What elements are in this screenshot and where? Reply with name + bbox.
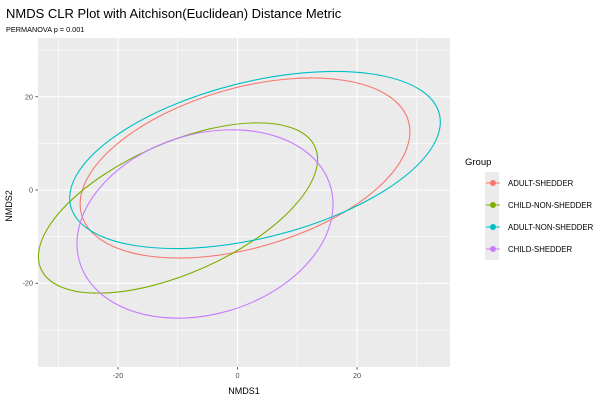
svg-text:0: 0 [235, 371, 239, 380]
svg-text:-20: -20 [113, 371, 124, 380]
svg-text:-20: -20 [22, 279, 33, 288]
svg-text:0: 0 [29, 186, 33, 195]
svg-text:NMDS1: NMDS1 [228, 386, 260, 396]
svg-text:ADULT-NON-SHEDDER: ADULT-NON-SHEDDER [508, 223, 594, 232]
svg-text:CHILD-NON-SHEDDER: CHILD-NON-SHEDDER [508, 201, 592, 210]
svg-text:ADULT-SHEDDER: ADULT-SHEDDER [508, 179, 574, 188]
svg-text:CHILD-SHEDDER: CHILD-SHEDDER [508, 245, 572, 254]
svg-text:Group: Group [465, 157, 491, 168]
svg-text:20: 20 [353, 371, 361, 380]
svg-text:20: 20 [25, 93, 33, 102]
svg-text:NMDS2: NMDS2 [4, 190, 14, 222]
